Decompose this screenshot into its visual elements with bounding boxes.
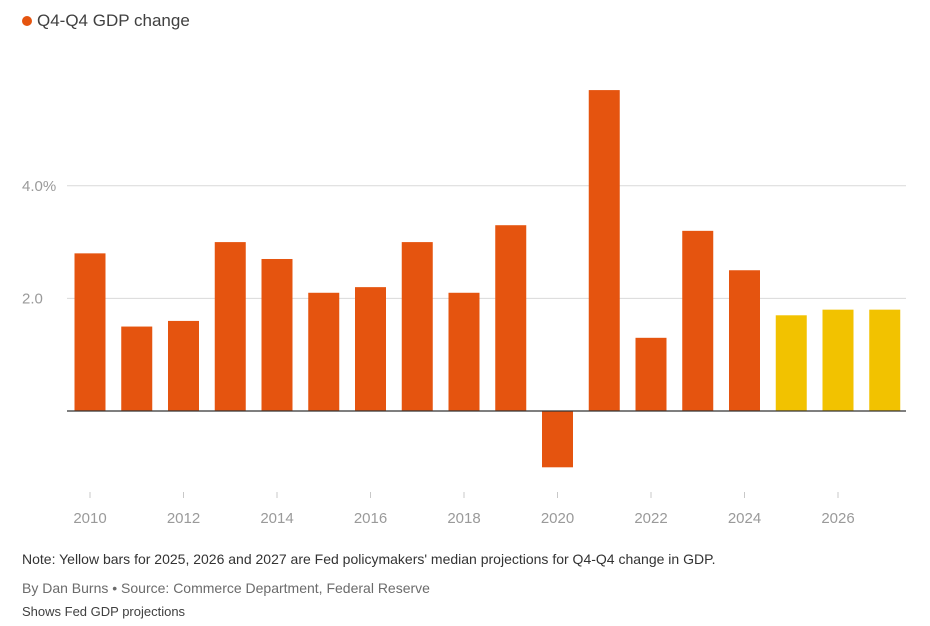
x-tick-label: 2026	[821, 510, 854, 527]
x-tick-label: 2014	[260, 510, 293, 527]
bar-2021	[588, 90, 620, 411]
chart-credit: By Dan Burns • Source: Commerce Departme…	[22, 580, 430, 596]
bar-2012	[168, 320, 199, 411]
chart-note: Note: Yellow bars for 2025, 2026 and 202…	[22, 551, 716, 567]
bar-2017	[401, 242, 433, 411]
y-axis-labels: 2.0 4.0%	[22, 178, 56, 308]
bar-2014	[261, 258, 293, 411]
bar-2020	[542, 411, 573, 468]
legend-swatch	[22, 16, 32, 26]
chart-subtitle: Shows Fed GDP projections	[22, 604, 186, 619]
bar-2027	[869, 309, 901, 411]
bar-2013	[214, 242, 246, 411]
legend-label: Q4-Q4 GDP change	[37, 11, 190, 30]
bar-2015	[308, 292, 340, 411]
bar-2010	[74, 253, 106, 411]
bar-2025	[775, 315, 807, 411]
bar-2011	[121, 326, 153, 411]
x-tick-label: 2012	[167, 510, 200, 527]
bar-2022	[635, 337, 667, 411]
bar-2024	[729, 270, 760, 411]
x-tick-label: 2024	[728, 510, 761, 527]
x-tick-label: 2020	[541, 510, 574, 527]
y-tick-label: 2.0	[22, 290, 43, 307]
chart-legend: Q4-Q4 GDP change	[22, 11, 190, 31]
bar-2019	[495, 225, 527, 411]
x-tick-label: 2018	[447, 510, 480, 527]
x-tick-label: 2022	[634, 510, 667, 527]
bar-2018	[448, 292, 480, 411]
bars	[74, 90, 901, 468]
bar-2026	[822, 309, 854, 411]
y-tick-label: 4.0%	[22, 178, 56, 195]
grid-lines	[67, 185, 906, 299]
x-tick-label: 2016	[354, 510, 387, 527]
gdp-bar-chart: 2.0 4.0% 2010 2012 2014 2016 2018 2020 2022 2024…	[22, 90, 906, 527]
bar-2023	[682, 230, 714, 411]
bar-2016	[355, 287, 386, 411]
x-axis: 2010 2012 2014 2016 2018 2020 2022 2024 2026	[73, 492, 855, 527]
x-tick-label: 2010	[73, 510, 106, 527]
